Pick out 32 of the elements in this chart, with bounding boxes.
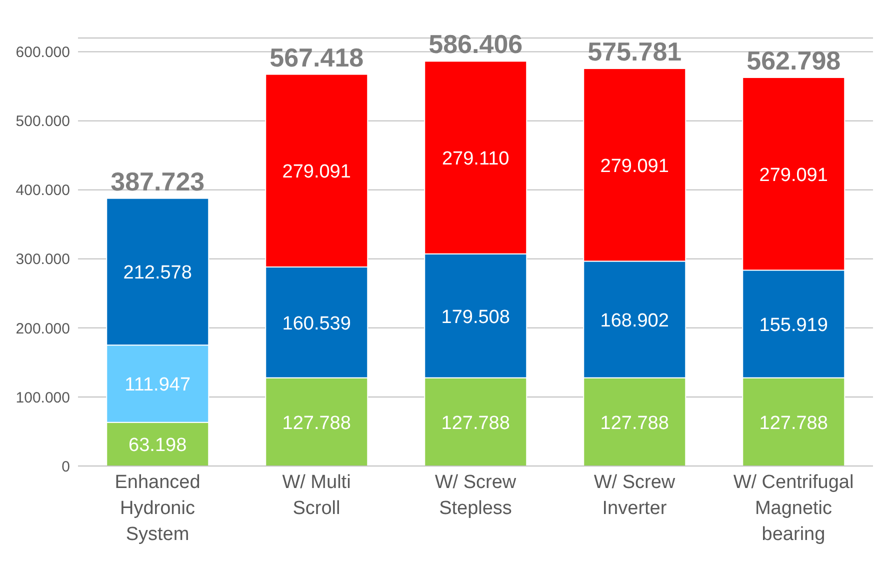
data-label: 168.902 [600, 310, 669, 332]
y-tick-label: 500.000 [16, 113, 70, 130]
x-tick-label: Enhanced Hydronic System [114, 472, 200, 545]
y-tick-label: 200.000 [16, 320, 70, 338]
total-label: 387.723 [110, 166, 205, 196]
data-label: 279.091 [282, 162, 351, 183]
data-label: 127.788 [759, 412, 828, 434]
total-label: 575.781 [588, 36, 682, 67]
data-label: 179.508 [441, 306, 510, 328]
data-label: 279.091 [759, 164, 828, 186]
y-tick-label: 100.000 [16, 389, 70, 406]
data-label: 279.091 [600, 156, 669, 177]
data-label: 127.788 [441, 412, 510, 434]
x-tick-label: W/ Screw Inverter [594, 472, 676, 519]
x-tick-label: W/ Screw Stepless [434, 472, 516, 519]
total-label: 562.798 [746, 45, 841, 76]
data-label: 212.578 [123, 262, 192, 284]
data-label: 279.110 [442, 148, 510, 170]
data-label: 155.919 [759, 314, 828, 336]
x-tick-label: W/ Centrifugal Magnetic bearing [733, 472, 854, 545]
total-label: 586.406 [428, 29, 523, 60]
data-label: 127.788 [600, 412, 669, 434]
total-label: 567.418 [270, 42, 364, 72]
y-tick-label: 400.000 [16, 182, 70, 200]
y-tick-label: 300.000 [16, 251, 70, 268]
y-tick-label: 0 [62, 458, 70, 476]
y-tick-label: 600.000 [16, 44, 70, 62]
data-label: 63.198 [128, 435, 187, 456]
data-label: 111.947 [124, 374, 191, 396]
x-tick-label: W/ Multi Scroll [282, 472, 351, 519]
data-label: 160.539 [282, 313, 351, 334]
data-label: 127.788 [282, 412, 351, 434]
